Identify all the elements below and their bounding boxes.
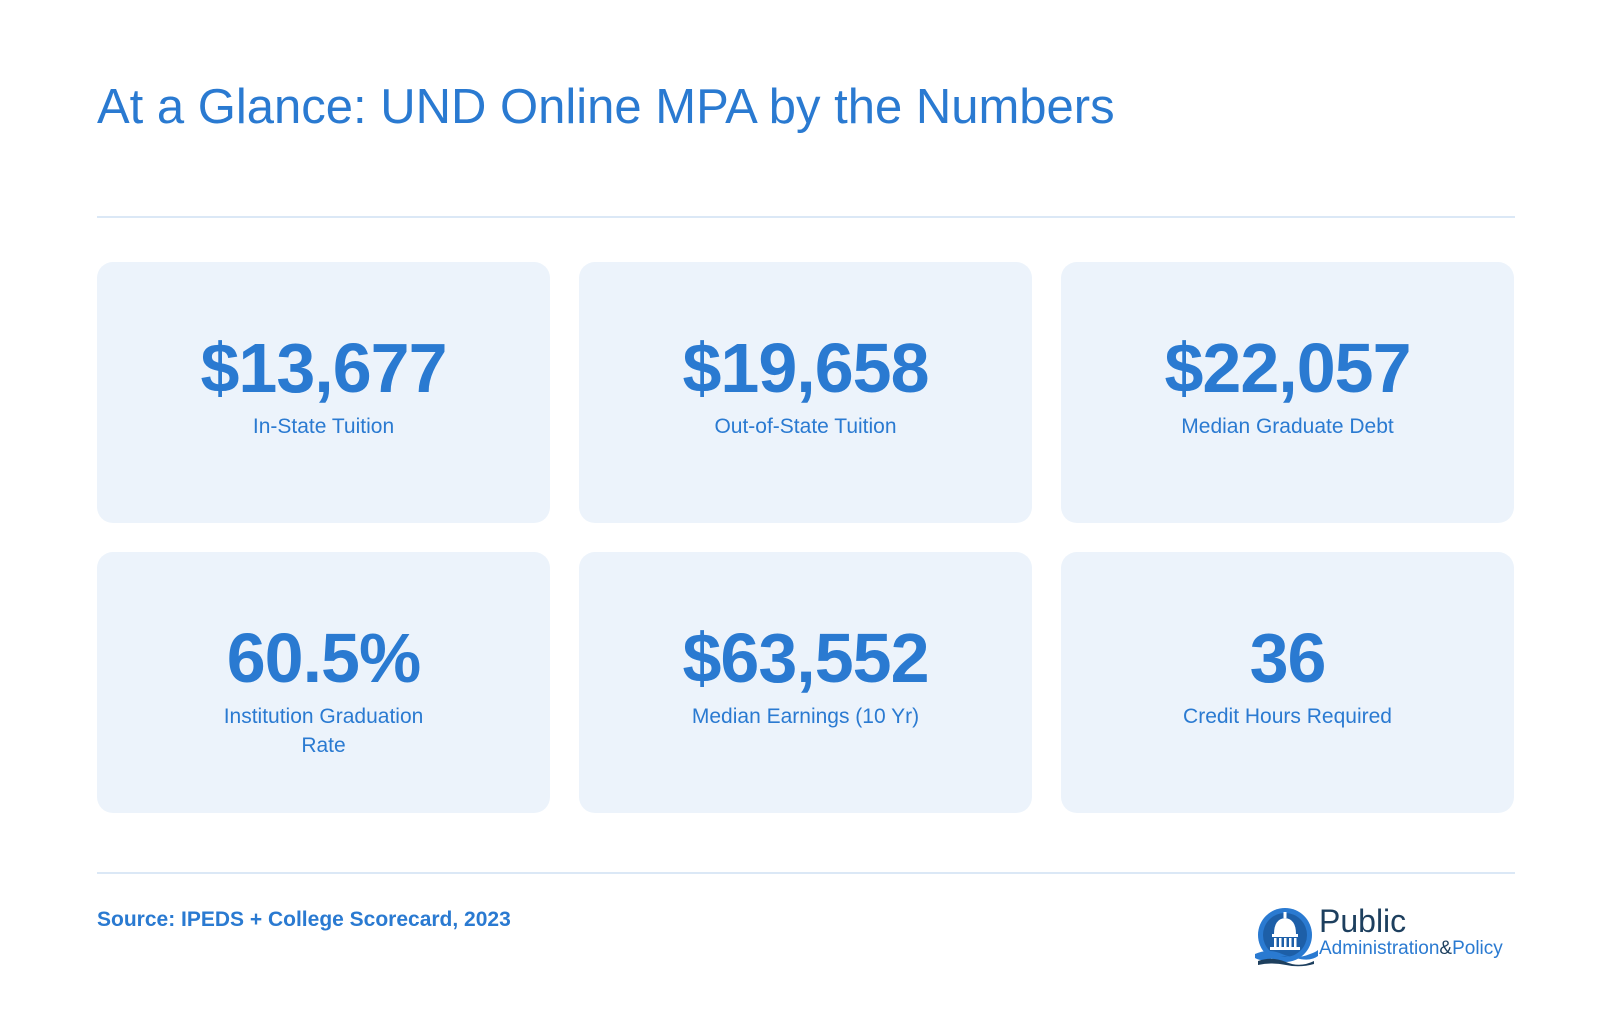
- logo-word-administration: Administration: [1319, 938, 1440, 959]
- stat-value: $19,658: [682, 329, 929, 407]
- stat-value: $22,057: [1164, 329, 1411, 407]
- stat-card-in-state-tuition: $13,677 In-State Tuition: [97, 262, 550, 523]
- stat-value: $13,677: [200, 329, 447, 407]
- stat-label: Credit Hours Required: [1183, 705, 1392, 728]
- stats-grid: $13,677 In-State Tuition $19,658 Out-of-…: [97, 262, 1515, 813]
- stat-label: In-State Tuition: [252, 415, 395, 438]
- stat-value: 60.5%: [226, 619, 421, 697]
- stat-label: Out-of-State Tuition: [714, 415, 897, 438]
- stat-label: Median Graduate Debt: [1181, 415, 1394, 438]
- stat-label: Median Earnings (10 Yr): [691, 705, 920, 728]
- logo-word-policy: Policy: [1452, 938, 1503, 959]
- stat-card-median-earnings: $63,552 Median Earnings (10 Yr): [579, 552, 1032, 813]
- stat-card-median-graduate-debt: $22,057 Median Graduate Debt: [1061, 262, 1514, 523]
- stat-value: 36: [1249, 619, 1327, 697]
- top-divider: [97, 216, 1515, 218]
- stat-value: $63,552: [682, 619, 929, 697]
- bottom-divider: [97, 872, 1515, 874]
- stat-card-out-of-state-tuition: $19,658 Out-of-State Tuition: [579, 262, 1032, 523]
- brand-logo: Public Administration&Policy: [1252, 900, 1514, 972]
- page-title: At a Glance: UND Online MPA by the Numbe…: [97, 80, 1115, 134]
- logo-wordmark-line1: Public: [1319, 903, 1407, 939]
- logo-ampersand: &: [1439, 938, 1453, 959]
- source-note: Source: IPEDS + College Scorecard, 2023: [97, 908, 511, 931]
- capitol-dome-icon: [1255, 908, 1318, 967]
- logo-wordmark-line2: Administration&Policy: [1319, 938, 1503, 960]
- stat-label: Institution Graduation Rate: [223, 705, 424, 757]
- stat-card-credit-hours: 36 Credit Hours Required: [1061, 552, 1514, 813]
- stat-card-graduation-rate: 60.5% Institution Graduation Rate: [97, 552, 550, 813]
